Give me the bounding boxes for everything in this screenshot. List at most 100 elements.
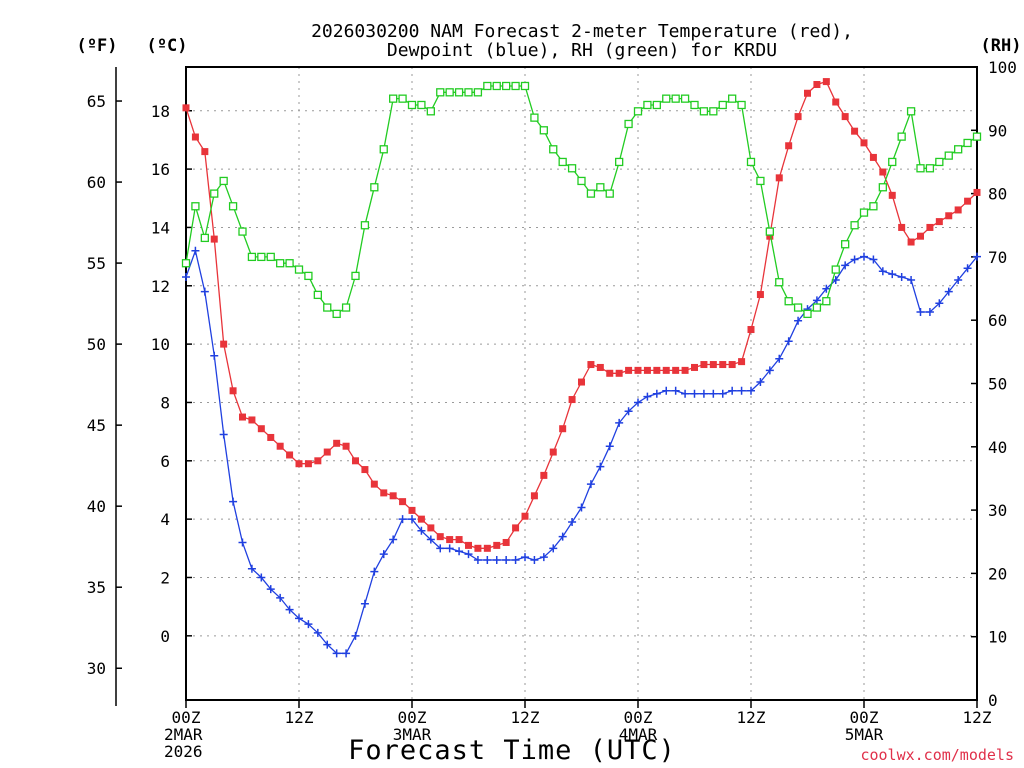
data-point-dewpoint [935,299,944,308]
data-point-rh [351,271,360,281]
data-point-rh [304,271,313,281]
data-point-temperature [945,212,953,220]
x-axis-title: Forecast Time (UTC) [348,735,676,766]
data-point-temperature [832,98,840,106]
data-point-temperature [907,238,915,246]
data-point-rh [812,303,822,312]
tick-labels: 30 35 40 45 50 55 60 65 0 2 4 6 8 10 12 14 16 18 0 10 20 30 40… [87,58,1017,761]
data-series [181,78,982,658]
data-point-dewpoint [916,308,925,317]
fahrenheit-tick-label: 50 [87,335,106,354]
data-point-rh [690,100,699,110]
data-point-rh [586,189,596,198]
data-point-rh [473,88,483,97]
data-point-temperature [257,425,265,433]
data-point-rh [445,88,454,97]
data-point-dewpoint [690,389,699,398]
data-point-rh [341,303,351,312]
data-point-dewpoint [445,544,454,553]
data-point-rh [332,309,341,319]
data-point-rh [643,100,652,110]
data-point-temperature [587,361,595,369]
chart-title-line1: 2026030200 NAM Forecast 2-meter Temperat… [311,21,853,42]
data-point-rh [841,240,850,249]
data-point-dewpoint [342,649,351,658]
data-point-dewpoint [276,593,285,602]
data-point-dewpoint [728,386,737,395]
data-point-dewpoint [502,555,511,564]
data-point-temperature [229,387,237,395]
data-point-temperature [634,366,642,374]
data-point-dewpoint [784,337,793,346]
data-point-dewpoint [285,605,294,614]
data-point-rh [916,164,925,173]
data-point-dewpoint [765,366,774,375]
data-point-rh [925,164,935,173]
x-tick-label: 00Z [624,708,653,727]
data-point-temperature [747,326,755,334]
data-point-dewpoint [850,255,859,264]
data-point-rh [436,88,445,97]
data-point-dewpoint [483,555,492,564]
data-point-dewpoint [238,538,247,547]
data-point-temperature [653,366,661,374]
data-point-dewpoint [379,550,388,559]
data-point-dewpoint [455,547,464,556]
data-point-temperature [709,361,717,369]
data-point-rh [511,81,520,91]
data-point-temperature [304,460,312,468]
data-point-rh [803,309,812,319]
unit-fahrenheit-label: (ºF) [77,36,118,56]
data-point-temperature [295,460,303,468]
data-point-temperature [728,361,736,369]
data-point-rh [200,233,209,243]
data-point-temperature [578,378,585,386]
rh-tick-label: 80 [988,185,1007,204]
data-point-rh [464,88,473,97]
data-point-rh [615,157,624,167]
unit-celsius-label: (ºC) [147,36,188,56]
data-point-rh [294,265,304,274]
data-point-temperature [917,232,924,240]
data-point-dewpoint [417,526,426,535]
data-point-temperature [276,442,284,450]
data-point-temperature [474,544,482,552]
data-point-dewpoint [521,553,529,562]
data-point-rh [567,164,577,173]
celsius-tick-label: 10 [151,335,170,354]
data-point-dewpoint [963,264,972,273]
fahrenheit-tick-label: 30 [87,659,106,678]
data-point-dewpoint [925,308,934,317]
data-point-dewpoint [681,389,690,398]
data-point-rh [831,265,840,274]
data-point-rh [878,183,887,192]
celsius-tick-label: 0 [160,627,170,646]
data-point-dewpoint [747,386,755,395]
data-point-rh [539,126,548,135]
series-temperature [182,78,981,552]
data-point-dewpoint [662,386,671,395]
data-point-dewpoint [219,430,228,439]
data-point-temperature [672,366,680,374]
data-point-rh [652,100,661,110]
data-point-dewpoint [549,544,558,553]
data-point-rh [257,252,266,262]
axes [115,66,978,708]
data-point-rh [210,189,219,198]
x-tick-label: 4MAR [619,725,658,744]
data-point-temperature [201,148,209,156]
x-tick-label: 00Z [172,708,201,727]
data-point-dewpoint [775,354,784,363]
data-point-temperature [813,81,821,89]
data-point-rh [605,189,614,198]
data-point-rh [624,119,633,129]
data-point-temperature [964,197,972,205]
data-point-dewpoint [605,442,614,451]
rh-tick-label: 10 [988,628,1007,647]
data-point-dewpoint [973,252,981,261]
data-point-dewpoint [737,386,746,395]
data-point-temperature [596,363,604,371]
data-point-temperature [615,369,623,377]
data-point-dewpoint [332,649,341,658]
